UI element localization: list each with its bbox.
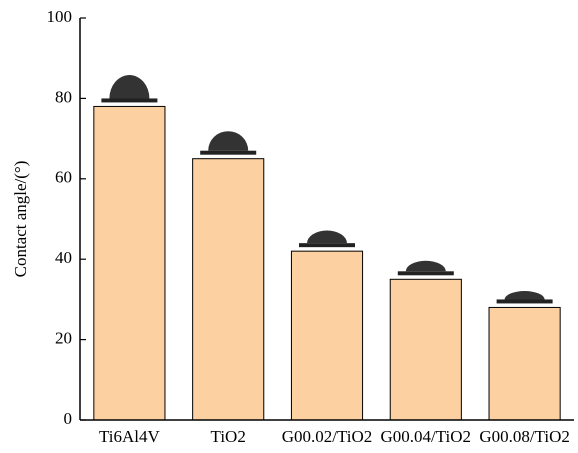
droplet-stage <box>200 151 256 155</box>
droplet-stage <box>398 271 454 275</box>
droplet-stage <box>299 243 355 247</box>
droplet <box>109 75 149 98</box>
droplet <box>505 291 545 299</box>
x-tick-label: Ti6Al4V <box>99 427 161 446</box>
x-tick-label: G00.08/TiO2 <box>479 427 570 446</box>
droplet-stage <box>497 299 553 303</box>
droplet <box>406 261 446 272</box>
y-tick-label: 0 <box>64 409 73 428</box>
bar <box>489 307 560 420</box>
y-tick-label: 60 <box>55 168 72 187</box>
bar <box>390 279 461 420</box>
droplet <box>208 131 248 151</box>
droplet <box>307 231 347 244</box>
y-tick-label: 40 <box>55 248 72 267</box>
y-tick-label: 100 <box>47 7 73 26</box>
y-tick-label: 80 <box>55 87 72 106</box>
bar <box>94 106 165 420</box>
droplet-stage <box>101 98 157 102</box>
bar <box>193 159 264 420</box>
y-tick-label: 20 <box>55 329 72 348</box>
chart: Contact angle/(°) 0 20 40 60 80 100 Ti6Al4V TiO… <box>0 0 578 453</box>
x-tick-label: G00.02/TiO2 <box>282 427 373 446</box>
y-axis-label: Contact angle/(°) <box>11 161 30 278</box>
x-tick-label: TiO2 <box>211 427 246 446</box>
x-tick-label: G00.04/TiO2 <box>381 427 472 446</box>
bar <box>291 251 362 420</box>
